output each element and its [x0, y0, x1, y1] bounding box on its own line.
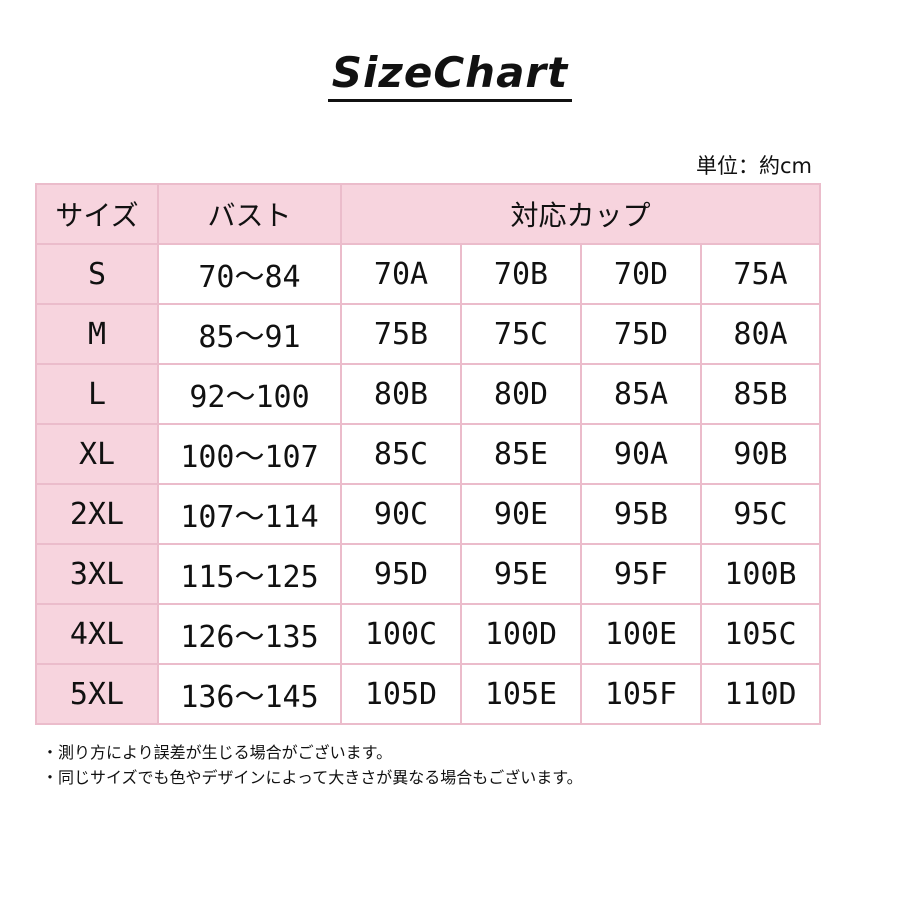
note: ・同じサイズでも色やデザインによって大きさが異なる場合もございます。 — [42, 768, 583, 787]
cup-cell: 100B — [699, 543, 822, 605]
bust-cell: 92～100 — [157, 363, 342, 425]
cup-cell: 105C — [699, 603, 822, 665]
cup-cell: 85C — [340, 423, 462, 485]
cup-cell: 100E — [580, 603, 702, 665]
cup-cell: 105D — [340, 663, 462, 725]
cup-cell: 75C — [460, 303, 582, 365]
cup-cell: 95C — [699, 483, 822, 545]
cup-cell: 85B — [699, 363, 822, 425]
cup-cell: 70A — [340, 243, 462, 305]
cup-cell: 90B — [699, 423, 822, 485]
bust-cell: 115～125 — [157, 543, 342, 605]
cup-cell: 95F — [580, 543, 702, 605]
cup-cell: 75B — [340, 303, 462, 365]
size-cell: M — [35, 303, 159, 365]
table-row: 4XL 126～135 100C 100D 100E 105C — [35, 603, 822, 665]
notes: ・測り方により誤差が生じる場合がございます。 ・同じサイズでも色やデザインによっ… — [42, 740, 583, 790]
bust-cell: 100～107 — [157, 423, 342, 485]
table-row: L 92～100 80B 80D 85A 85B — [35, 363, 822, 425]
chart-title: SizeChart — [0, 48, 900, 102]
unit-label: 単位：約cm — [695, 154, 812, 178]
cup-cell: 100C — [340, 603, 462, 665]
cup-cell: 95D — [340, 543, 462, 605]
size-cell: S — [35, 243, 159, 305]
size-cell: 5XL — [35, 663, 159, 725]
cup-cell: 70B — [460, 243, 582, 305]
size-cell: 2XL — [35, 483, 159, 545]
bust-cell: 136～145 — [157, 663, 342, 725]
cup-cell: 85E — [460, 423, 582, 485]
cup-cell: 100D — [460, 603, 582, 665]
cup-cell: 75A — [699, 243, 822, 305]
note: ・測り方により誤差が生じる場合がございます。 — [42, 743, 393, 762]
table-row: 2XL 107～114 90C 90E 95B 95C — [35, 483, 822, 545]
cup-cell: 95B — [580, 483, 702, 545]
cup-cell: 105E — [460, 663, 582, 725]
size-cell: 3XL — [35, 543, 159, 605]
cup-cell: 80B — [340, 363, 462, 425]
cup-cell: 95E — [460, 543, 582, 605]
size-table: サイズ バスト 対応カップ S 70～84 70A 70B 70D 75A M 85～91 75… — [35, 183, 822, 725]
cup-cell: 75D — [580, 303, 702, 365]
header-row: サイズ バスト 対応カップ — [35, 183, 822, 245]
table-row: 3XL 115～125 95D 95E 95F 100B — [35, 543, 822, 605]
cup-cell: 90C — [340, 483, 462, 545]
cup-cell: 90E — [460, 483, 582, 545]
cup-cell: 105F — [580, 663, 702, 725]
cup-cell: 70D — [580, 243, 702, 305]
table-row: XL 100～107 85C 85E 90A 90B — [35, 423, 822, 485]
bust-cell: 107～114 — [157, 483, 342, 545]
size-cell: L — [35, 363, 159, 425]
cup-cell: 80D — [460, 363, 582, 425]
bust-cell: 126～135 — [157, 603, 342, 665]
title-text: SizeChart — [327, 48, 573, 102]
size-cell: XL — [35, 423, 159, 485]
header-cup: 対応カップ — [339, 183, 822, 245]
size-cell: 4XL — [35, 603, 159, 665]
table-row: M 85～91 75B 75C 75D 80A — [35, 303, 822, 365]
bust-cell: 70～84 — [157, 243, 342, 305]
table-row: 5XL 136～145 105D 105E 105F 110D — [35, 663, 822, 725]
cup-cell: 80A — [699, 303, 822, 365]
table-row: S 70～84 70A 70B 70D 75A — [35, 243, 822, 305]
cup-cell: 85A — [580, 363, 702, 425]
cup-cell: 110D — [699, 663, 822, 725]
header-bust: バスト — [157, 183, 342, 245]
header-size: サイズ — [35, 183, 159, 245]
bust-cell: 85～91 — [157, 303, 342, 365]
cup-cell: 90A — [580, 423, 702, 485]
